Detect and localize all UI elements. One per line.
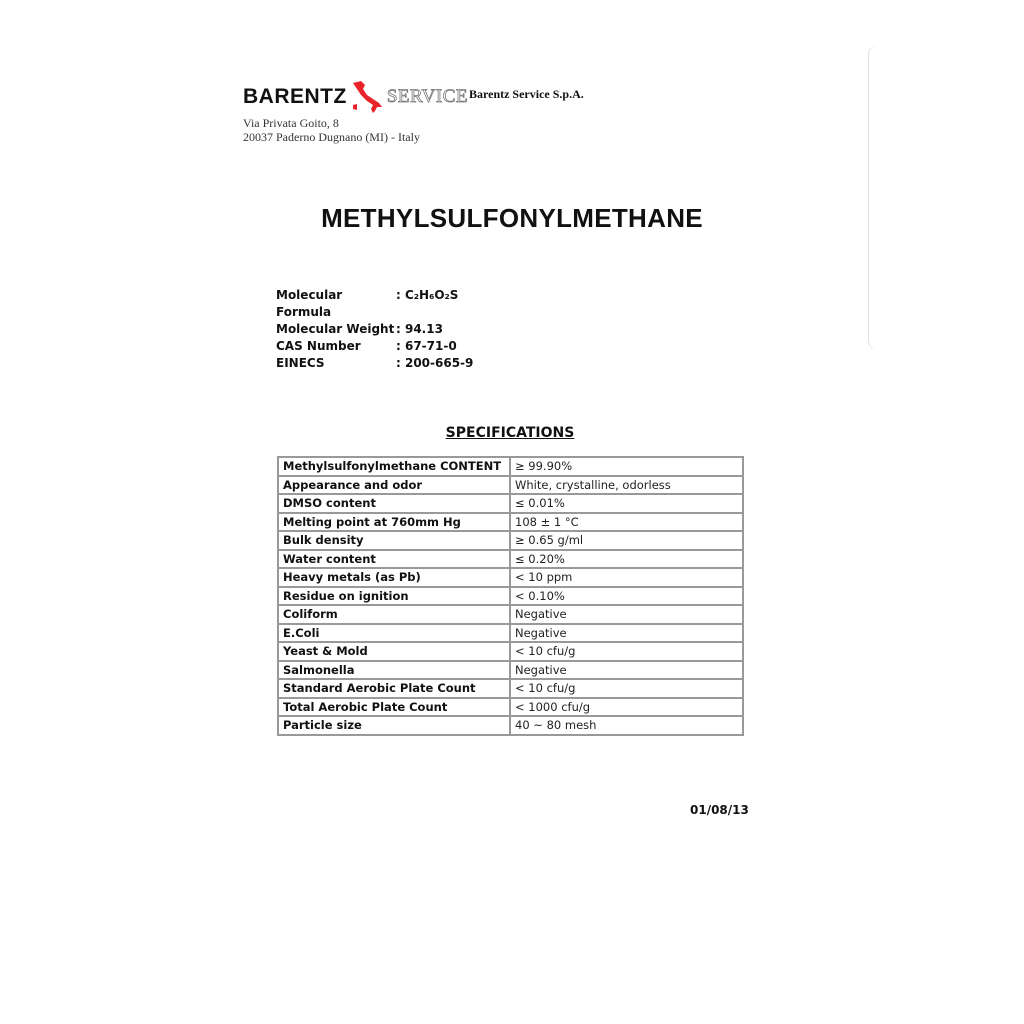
spec-parameter: DMSO content — [277, 493, 511, 514]
property-value: : 67-71-0 — [396, 339, 457, 353]
spec-parameter: Heavy metals (as Pb) — [277, 567, 511, 588]
table-row: Appearance and odor White, crystalline, o… — [277, 474, 744, 495]
spec-value: ≤ 0.01% — [509, 493, 744, 514]
table-row: Coliform Negative — [277, 604, 744, 625]
spec-value: 40 ~ 80 mesh — [509, 715, 744, 736]
barentz-logo: BARENTZ SERVICE — [243, 80, 468, 114]
property-label: EINECS — [276, 356, 325, 370]
property-value: : C₂H₆O₂S — [396, 288, 459, 302]
spec-value: Negative — [509, 659, 744, 680]
spec-value: White, crystalline, odorless — [509, 474, 744, 495]
spec-value: < 10 ppm — [509, 567, 744, 588]
property-label: CAS Number — [276, 339, 361, 353]
spec-parameter: Appearance and odor — [277, 474, 511, 495]
table-row: Residue on ignition < 0.10% — [277, 585, 744, 606]
spec-parameter: Coliform — [277, 604, 511, 625]
table-row: Methylsulfonylmethane CONTENT ≥ 99.90% — [277, 456, 744, 477]
spec-parameter: Bulk density — [277, 530, 511, 551]
spec-value: < 0.10% — [509, 585, 744, 606]
company-address: Via Privata Goito, 8 20037 Paderno Dugna… — [243, 116, 420, 144]
spec-parameter: Standard Aerobic Plate Count — [277, 678, 511, 699]
spec-value: < 10 cfu/g — [509, 641, 744, 662]
table-row: Heavy metals (as Pb) < 10 ppm — [277, 567, 744, 588]
page-edge — [868, 45, 881, 350]
spec-value: ≤ 0.20% — [509, 548, 744, 569]
property-value: : 200-665-9 — [396, 356, 474, 370]
molecular-properties: Molecular Formula : C₂H₆O₂S Molecular Weig… — [276, 287, 473, 372]
property-label: Molecular Weight — [276, 322, 395, 336]
spec-parameter: Water content — [277, 548, 511, 569]
document-title: METHYLSULFONYLMETHANE — [321, 203, 703, 233]
logo-text-barentz: BARENTZ — [243, 85, 347, 108]
address-line-2: 20037 Paderno Dugnano (MI) - Italy — [243, 130, 420, 144]
document-date: 01/08/13 — [690, 803, 749, 817]
spec-value: Negative — [509, 622, 744, 643]
specifications-table: Methylsulfonylmethane CONTENT ≥ 99.90% App… — [277, 456, 744, 736]
logo-text-service: SERVICE — [386, 86, 468, 108]
table-row: Bulk density ≥ 0.65 g/ml — [277, 530, 744, 551]
table-row: Salmonella Negative — [277, 659, 744, 680]
spec-parameter: E.Coli — [277, 622, 511, 643]
spec-value: Negative — [509, 604, 744, 625]
spec-value: < 1000 cfu/g — [509, 696, 744, 717]
specifications-heading: SPECIFICATIONS — [445, 425, 575, 441]
property-row: Molecular Formula : C₂H₆O₂S — [276, 287, 473, 321]
spec-parameter: Salmonella — [277, 659, 511, 680]
spec-value: ≥ 99.90% — [509, 456, 744, 477]
spec-parameter: Methylsulfonylmethane CONTENT — [277, 456, 511, 477]
table-row: Melting point at 760mm Hg 108 ± 1 °C — [277, 511, 744, 532]
property-row: CAS Number : 67-71-0 — [276, 338, 473, 355]
spec-parameter: Melting point at 760mm Hg — [277, 511, 511, 532]
property-value: : 94.13 — [396, 322, 443, 336]
table-row: Standard Aerobic Plate Count < 10 cfu/g — [277, 678, 744, 699]
table-row: Total Aerobic Plate Count < 1000 cfu/g — [277, 696, 744, 717]
spec-value: < 10 cfu/g — [509, 678, 744, 699]
property-row: EINECS : 200-665-9 — [276, 355, 473, 372]
table-row: E.Coli Negative — [277, 622, 744, 643]
table-row: Yeast & Mold < 10 cfu/g — [277, 641, 744, 662]
table-row: Water content ≤ 0.20% — [277, 548, 744, 569]
table-row: Particle size 40 ~ 80 mesh — [277, 715, 744, 736]
spec-parameter: Particle size — [277, 715, 511, 736]
italy-map-icon — [352, 81, 382, 113]
property-row: Molecular Weight: 94.13 — [276, 321, 473, 338]
property-label: Molecular Formula — [276, 288, 343, 319]
company-name: Barentz Service S.p.A. — [469, 87, 584, 101]
address-line-1: Via Privata Goito, 8 — [243, 116, 339, 130]
spec-value: ≥ 0.65 g/ml — [509, 530, 744, 551]
spec-parameter: Residue on ignition — [277, 585, 511, 606]
table-row: DMSO content ≤ 0.01% — [277, 493, 744, 514]
spec-parameter: Total Aerobic Plate Count — [277, 696, 511, 717]
spec-parameter: Yeast & Mold — [277, 641, 511, 662]
spec-value: 108 ± 1 °C — [509, 511, 744, 532]
